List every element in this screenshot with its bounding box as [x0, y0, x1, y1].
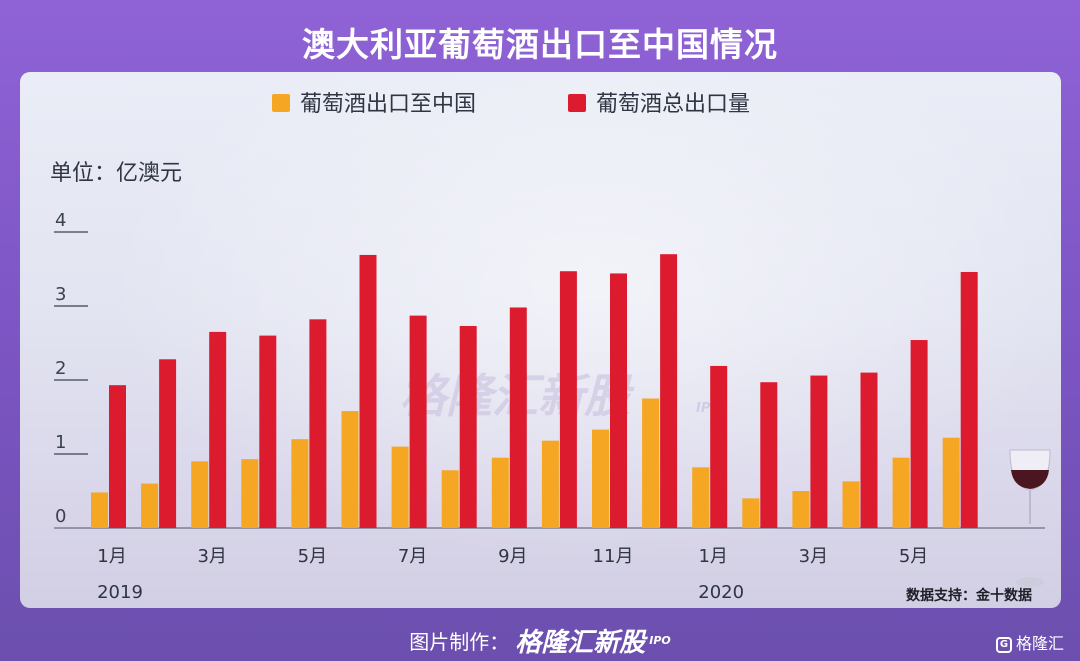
bar-total-export: [860, 372, 878, 528]
year-label: 2019: [97, 582, 143, 603]
footer: 图片制作： 格隆汇新股 IPO: [0, 622, 1080, 659]
bar-total-export: [559, 271, 577, 528]
bar-china-export: [91, 492, 108, 528]
x-tick-label: 3月: [799, 546, 828, 567]
bar-chart: 格隆汇新股IPO葡萄酒出口至中国葡萄酒总出口量单位：亿澳元012341月3月5月…: [50, 92, 1051, 604]
bar-total-export: [910, 340, 928, 528]
bar-china-export: [191, 461, 209, 528]
bar-total-export: [509, 307, 527, 528]
y-tick-label: 3: [55, 284, 66, 305]
footer-brand: 格隆汇新股: [515, 628, 646, 658]
bar-china-export: [341, 411, 359, 528]
brand-logo-icon: G: [995, 636, 1012, 653]
bar-china-export: [491, 457, 509, 528]
legend-swatch: [568, 94, 586, 112]
bar-total-export: [810, 375, 828, 528]
y-tick-label: 2: [55, 358, 66, 379]
footer-brand-sub: IPO: [649, 634, 671, 647]
bar-total-export: [960, 271, 978, 528]
page-title: 澳大利亚葡萄酒出口至中国情况: [302, 25, 778, 64]
bar-china-export: [892, 457, 910, 528]
chart-panel: 格隆汇新股IPO葡萄酒出口至中国葡萄酒总出口量单位：亿澳元012341月3月5月…: [20, 72, 1061, 608]
bar-china-export: [942, 437, 960, 528]
y-tick-label: 1: [55, 432, 66, 453]
year-label: 2020: [698, 582, 744, 603]
source-label: 数据支持：金十数据: [906, 587, 1032, 604]
bar-total-export: [710, 365, 728, 528]
bar-china-export: [441, 470, 459, 528]
bar-total-export: [459, 325, 477, 528]
bar-china-export: [391, 446, 409, 528]
bar-china-export: [241, 459, 259, 528]
x-tick-label: 5月: [899, 546, 928, 567]
bar-china-export: [742, 498, 760, 528]
bar-china-export: [842, 481, 860, 528]
y-tick-label: 0: [55, 506, 66, 527]
bar-china-export: [141, 483, 159, 528]
bar-china-export: [541, 440, 559, 528]
bar-china-export: [792, 491, 810, 528]
bar-total-export: [159, 359, 177, 528]
unit-label: 单位：亿澳元: [50, 161, 182, 186]
bar-total-export: [409, 315, 427, 528]
x-tick-label: 1月: [97, 546, 126, 567]
bar-china-export: [592, 429, 609, 528]
legend-label: 葡萄酒总出口量: [596, 92, 750, 117]
bar-china-export: [692, 467, 710, 528]
bar-china-export: [291, 439, 309, 528]
wine-liquid-icon: [1011, 470, 1049, 489]
bar-total-export: [109, 385, 126, 528]
bar-total-export: [359, 254, 377, 528]
x-tick-label: 3月: [197, 546, 226, 567]
bar-total-export: [610, 273, 627, 528]
x-tick-label: 1月: [698, 546, 727, 567]
bar-total-export: [760, 382, 778, 528]
y-tick-label: 4: [55, 210, 66, 231]
x-tick-label: 9月: [498, 546, 527, 567]
corner-label: 格隆汇: [1015, 634, 1064, 653]
bar-total-export: [660, 254, 678, 528]
x-tick-label: 11月: [593, 546, 634, 567]
bar-total-export: [309, 319, 327, 528]
bar-china-export: [642, 398, 660, 528]
bar-total-export: [259, 335, 277, 528]
x-tick-label: 5月: [298, 546, 327, 567]
corner-logo: G 格隆汇: [995, 630, 1064, 654]
legend-label: 葡萄酒出口至中国: [300, 92, 476, 117]
legend-swatch: [272, 94, 290, 112]
wine-glass-reflection-icon: [1016, 577, 1044, 587]
bar-total-export: [209, 331, 227, 528]
footer-label: 图片制作：: [409, 630, 510, 654]
x-tick-label: 7月: [398, 546, 427, 567]
